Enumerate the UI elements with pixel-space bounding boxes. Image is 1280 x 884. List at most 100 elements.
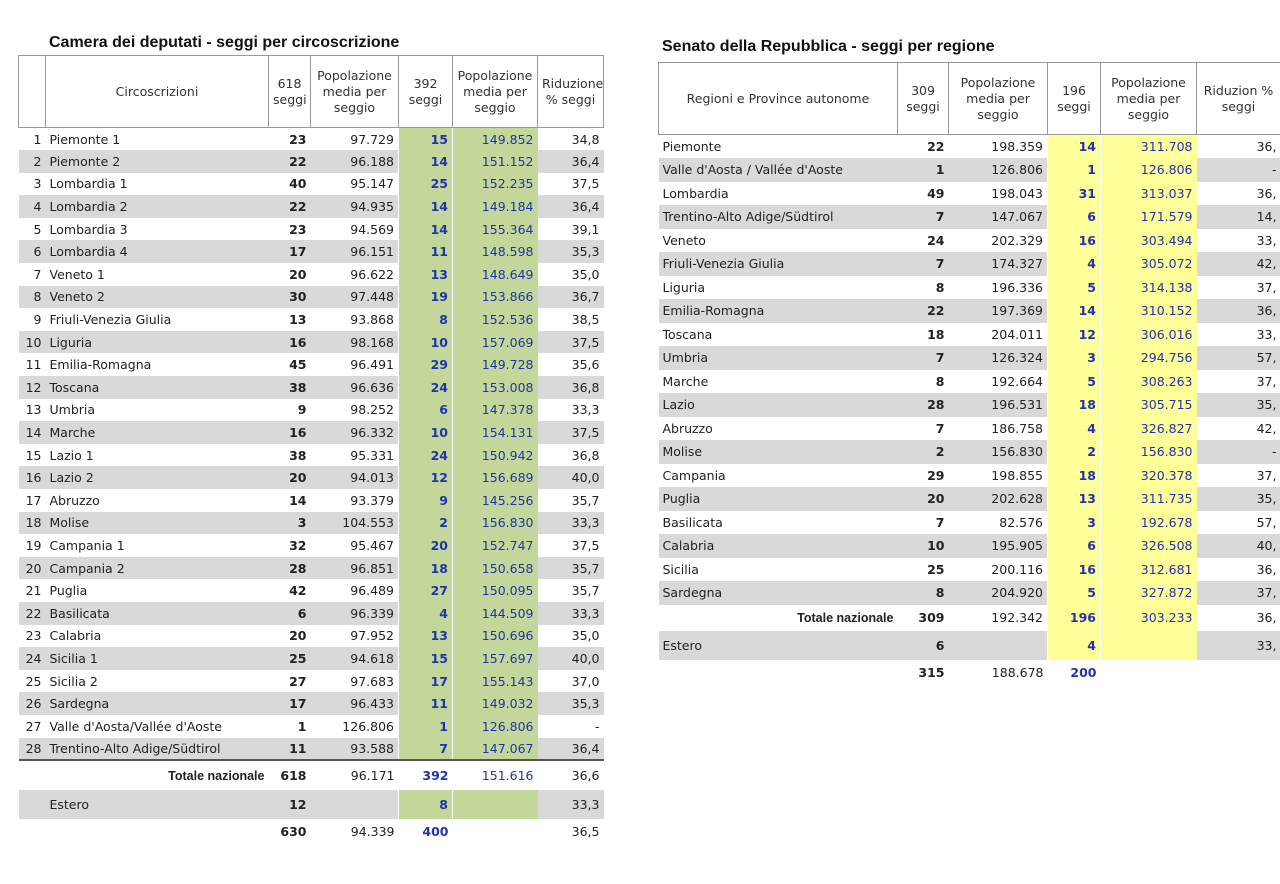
data-row: 5 Lombardia 3 23 94.569 14 155.364 39,1: [19, 217, 604, 241]
total-cell: 309: [918, 610, 945, 625]
data-row: Puglia 20 202.628 13 311.735 35,: [658, 487, 1280, 511]
data-cell: 1: [897, 158, 949, 182]
data-cell: 25: [25, 673, 42, 689]
data-cell: 126.806: [342, 718, 394, 734]
data-cell: 327.872: [1100, 581, 1197, 605]
data-cell: 155.364: [452, 217, 538, 241]
grand-cell: 94.339: [350, 823, 395, 839]
data-cell: 35,0: [571, 266, 600, 282]
data-row: 12 Toscana 38 96.636 24 153.008 36,8: [18, 376, 604, 399]
data-cell: 2: [1047, 440, 1101, 464]
data-cell: 152.235: [452, 172, 538, 196]
data-cell: 28: [897, 393, 949, 417]
data-cell: 198.855: [991, 467, 1043, 483]
data-cell: Piemonte 2: [45, 150, 269, 173]
data-cell: -: [594, 718, 600, 734]
data-cell: 27: [398, 579, 453, 602]
data-cell: 42,: [1196, 252, 1280, 276]
camera-table: Circoscrizioni 618 seggi Popolazione media…: [18, 55, 604, 843]
data-cell: 156.830: [1100, 440, 1197, 464]
data-cell: 149.728: [452, 353, 538, 377]
data-cell: 20: [289, 266, 307, 282]
data-cell: Abruzzo: [662, 420, 713, 436]
data-cell: Piemonte: [662, 139, 722, 154]
data-row: 26 Sardegna 17 96.433 11 149.032 35,3: [18, 692, 604, 715]
data-cell: Friuli-Venezia Giulia: [49, 312, 172, 328]
data-cell: Campania: [662, 467, 726, 483]
data-cell: 94.013: [310, 466, 399, 489]
data-cell: 204.011: [991, 326, 1043, 342]
data-row: Umbria 7 126.324 3 294.756 57,: [658, 346, 1280, 370]
data-cell: Calabria: [658, 534, 898, 558]
estero-row: Estero 12 8 33,3: [18, 790, 604, 819]
data-cell: 149.032: [452, 692, 538, 715]
data-cell: 150.942: [452, 443, 538, 467]
header-cell: [18, 55, 46, 128]
data-cell: 96.332: [310, 421, 399, 444]
data-row: 16 Lazio 2 20 94.013 12 156.689 40,0: [18, 466, 604, 489]
data-cell: 7: [33, 266, 42, 282]
data-cell: 39,1: [571, 221, 600, 237]
data-row: Valle d'Aosta / Vallée d'Aoste 1 126.806 1 1…: [658, 158, 1280, 182]
data-cell: 197.369: [948, 299, 1048, 323]
total-cell: Totale nazionale: [45, 759, 269, 791]
data-cell: 93.868: [350, 312, 394, 328]
header-cell: Riduzion % seggi: [1196, 62, 1280, 135]
data-row: 7 Veneto 1 20 96.622 13 148.649 35,0: [19, 263, 604, 286]
data-cell: 204.920: [948, 581, 1048, 605]
data-cell: 21: [25, 583, 42, 599]
data-cell: 196.336: [991, 279, 1043, 295]
data-cell: 37,: [1196, 581, 1280, 605]
data-row: Sardegna 8 204.920 5 327.872 37,: [658, 581, 1280, 605]
data-row: 13 Umbria 9 98.252 6 147.378 33,3: [19, 398, 604, 422]
data-row: Lazio 28 196.531 18 305.715 35,: [658, 393, 1280, 417]
data-row: 11 Emilia-Romagna 45 96.491 29 149.728 35,6: [19, 353, 604, 377]
data-cell: 14: [289, 492, 307, 508]
total-cell: 392: [398, 759, 453, 791]
data-cell: 4: [1047, 416, 1101, 440]
data-cell: Lombardia 2: [45, 195, 269, 218]
data-cell: 3: [33, 176, 42, 192]
data-cell: 15: [398, 647, 453, 670]
data-cell: 36,7: [537, 285, 604, 309]
data-cell: 8: [935, 279, 945, 295]
data-cell: 37,: [1256, 373, 1277, 389]
data-cell: Abruzzo: [49, 492, 100, 508]
data-cell: 14: [398, 195, 453, 218]
data-cell: 7: [398, 737, 453, 761]
data-cell: Campania 2: [45, 556, 269, 580]
data-cell: 33,3: [537, 511, 604, 535]
data-cell: 36,: [1196, 299, 1280, 323]
data-cell: Lazio: [658, 393, 898, 417]
data-cell: 27: [289, 673, 307, 689]
data-cell: Trentino-Alto Adige/Südtirol: [45, 737, 269, 761]
senato-table: Regioni e Province autonome 309 seggi Popo…: [658, 62, 1280, 686]
total-row: Totale nazionale 618 96.171 392 151.616 36,6: [18, 759, 604, 791]
total-cell: 36,6: [537, 759, 604, 791]
data-cell: 6: [398, 398, 453, 422]
data-cell: Sicilia: [662, 561, 699, 577]
total-cell: [18, 759, 46, 791]
data-row: Basilicata 7 82.576 3 192.678 57,: [659, 510, 1280, 534]
header-cell: Riduzione % seggi: [537, 55, 604, 128]
grand-cell: [1101, 660, 1197, 686]
data-cell: 14: [398, 217, 453, 241]
data-row: Veneto 24 202.329 16 303.494 33,: [659, 228, 1280, 252]
data-cell: 20: [398, 534, 453, 557]
data-row: 6 Lombardia 4 17 96.151 11 148.598 35,3: [18, 240, 604, 264]
data-cell: 36,8: [571, 447, 600, 463]
data-cell: 57,: [1196, 346, 1280, 370]
total-cell: 192.342: [991, 610, 1043, 625]
data-cell: 10: [398, 330, 453, 354]
grand-cell: [1197, 660, 1280, 686]
data-cell: 145.256: [452, 489, 538, 512]
total-cell: 96.171: [310, 759, 399, 791]
data-cell: 37,5: [571, 537, 600, 553]
data-row: 20 Campania 2 28 96.851 18 150.658 35,7: [18, 556, 604, 580]
data-row: Lombardia 49 198.043 31 313.037 36,: [659, 181, 1280, 205]
data-cell: 38: [289, 447, 307, 463]
data-cell: -: [1196, 158, 1280, 182]
data-cell: 96.491: [350, 357, 394, 373]
estero-cell: 4: [1047, 630, 1101, 660]
header-cell: Popolazione media per seggio: [948, 62, 1048, 135]
